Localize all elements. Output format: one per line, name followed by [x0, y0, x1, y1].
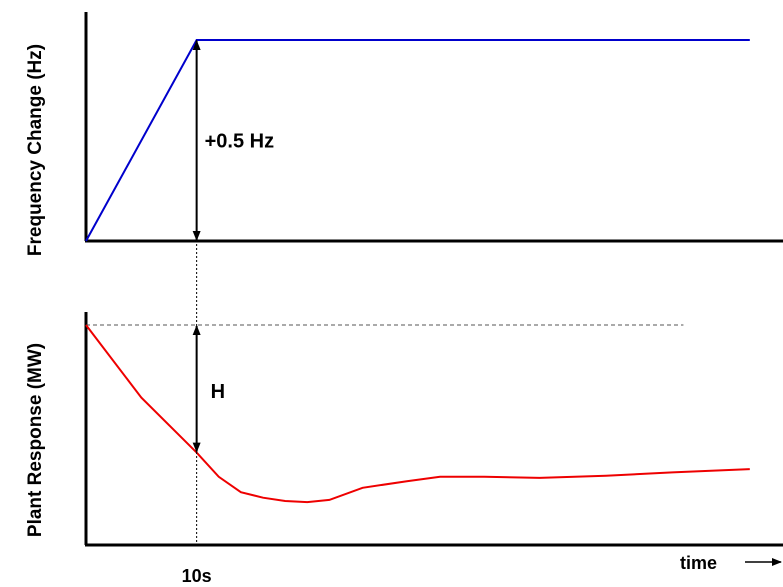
plant-response-y-axis-label: Plant Response (MW) — [25, 343, 46, 537]
frequency-change-chart: +0.5 Hz Frequency Change (Hz) — [25, 12, 783, 256]
time-axis-label: time — [680, 553, 717, 573]
plant-response-series-line — [85, 324, 750, 504]
frequency-series-line — [85, 39, 750, 242]
frequency-y-axis-label: Frequency Change (Hz) — [25, 44, 46, 256]
response-drop-label: H — [211, 381, 225, 403]
plant-response-chart: H Plant Response (MW) 10s time — [25, 312, 783, 586]
x-tick-label-10s: 10s — [182, 566, 212, 586]
frequency-step-label: +0.5 Hz — [205, 131, 274, 153]
